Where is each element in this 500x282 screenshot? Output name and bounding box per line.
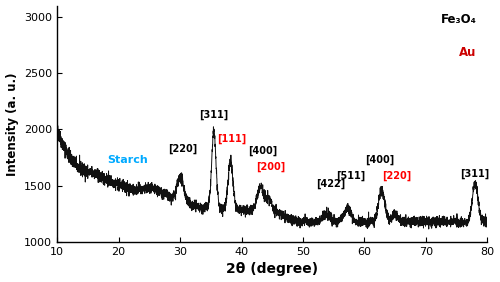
Text: [311]: [311]	[460, 169, 490, 179]
Text: [220]: [220]	[168, 144, 198, 154]
X-axis label: 2θ (degree): 2θ (degree)	[226, 263, 318, 276]
Text: [511]: [511]	[336, 171, 366, 181]
Text: Starch: Starch	[108, 155, 148, 166]
Text: [311]: [311]	[199, 110, 228, 120]
Text: [111]: [111]	[217, 134, 246, 144]
Text: [220]: [220]	[382, 171, 411, 181]
Text: [200]: [200]	[256, 162, 286, 172]
Text: [422]: [422]	[316, 179, 346, 189]
Text: Au: Au	[459, 46, 476, 59]
Text: [400]: [400]	[248, 146, 278, 157]
Text: [400]: [400]	[365, 155, 394, 166]
Text: Fe₃O₄: Fe₃O₄	[440, 13, 476, 26]
Y-axis label: Intensity (a. u.): Intensity (a. u.)	[6, 72, 18, 175]
